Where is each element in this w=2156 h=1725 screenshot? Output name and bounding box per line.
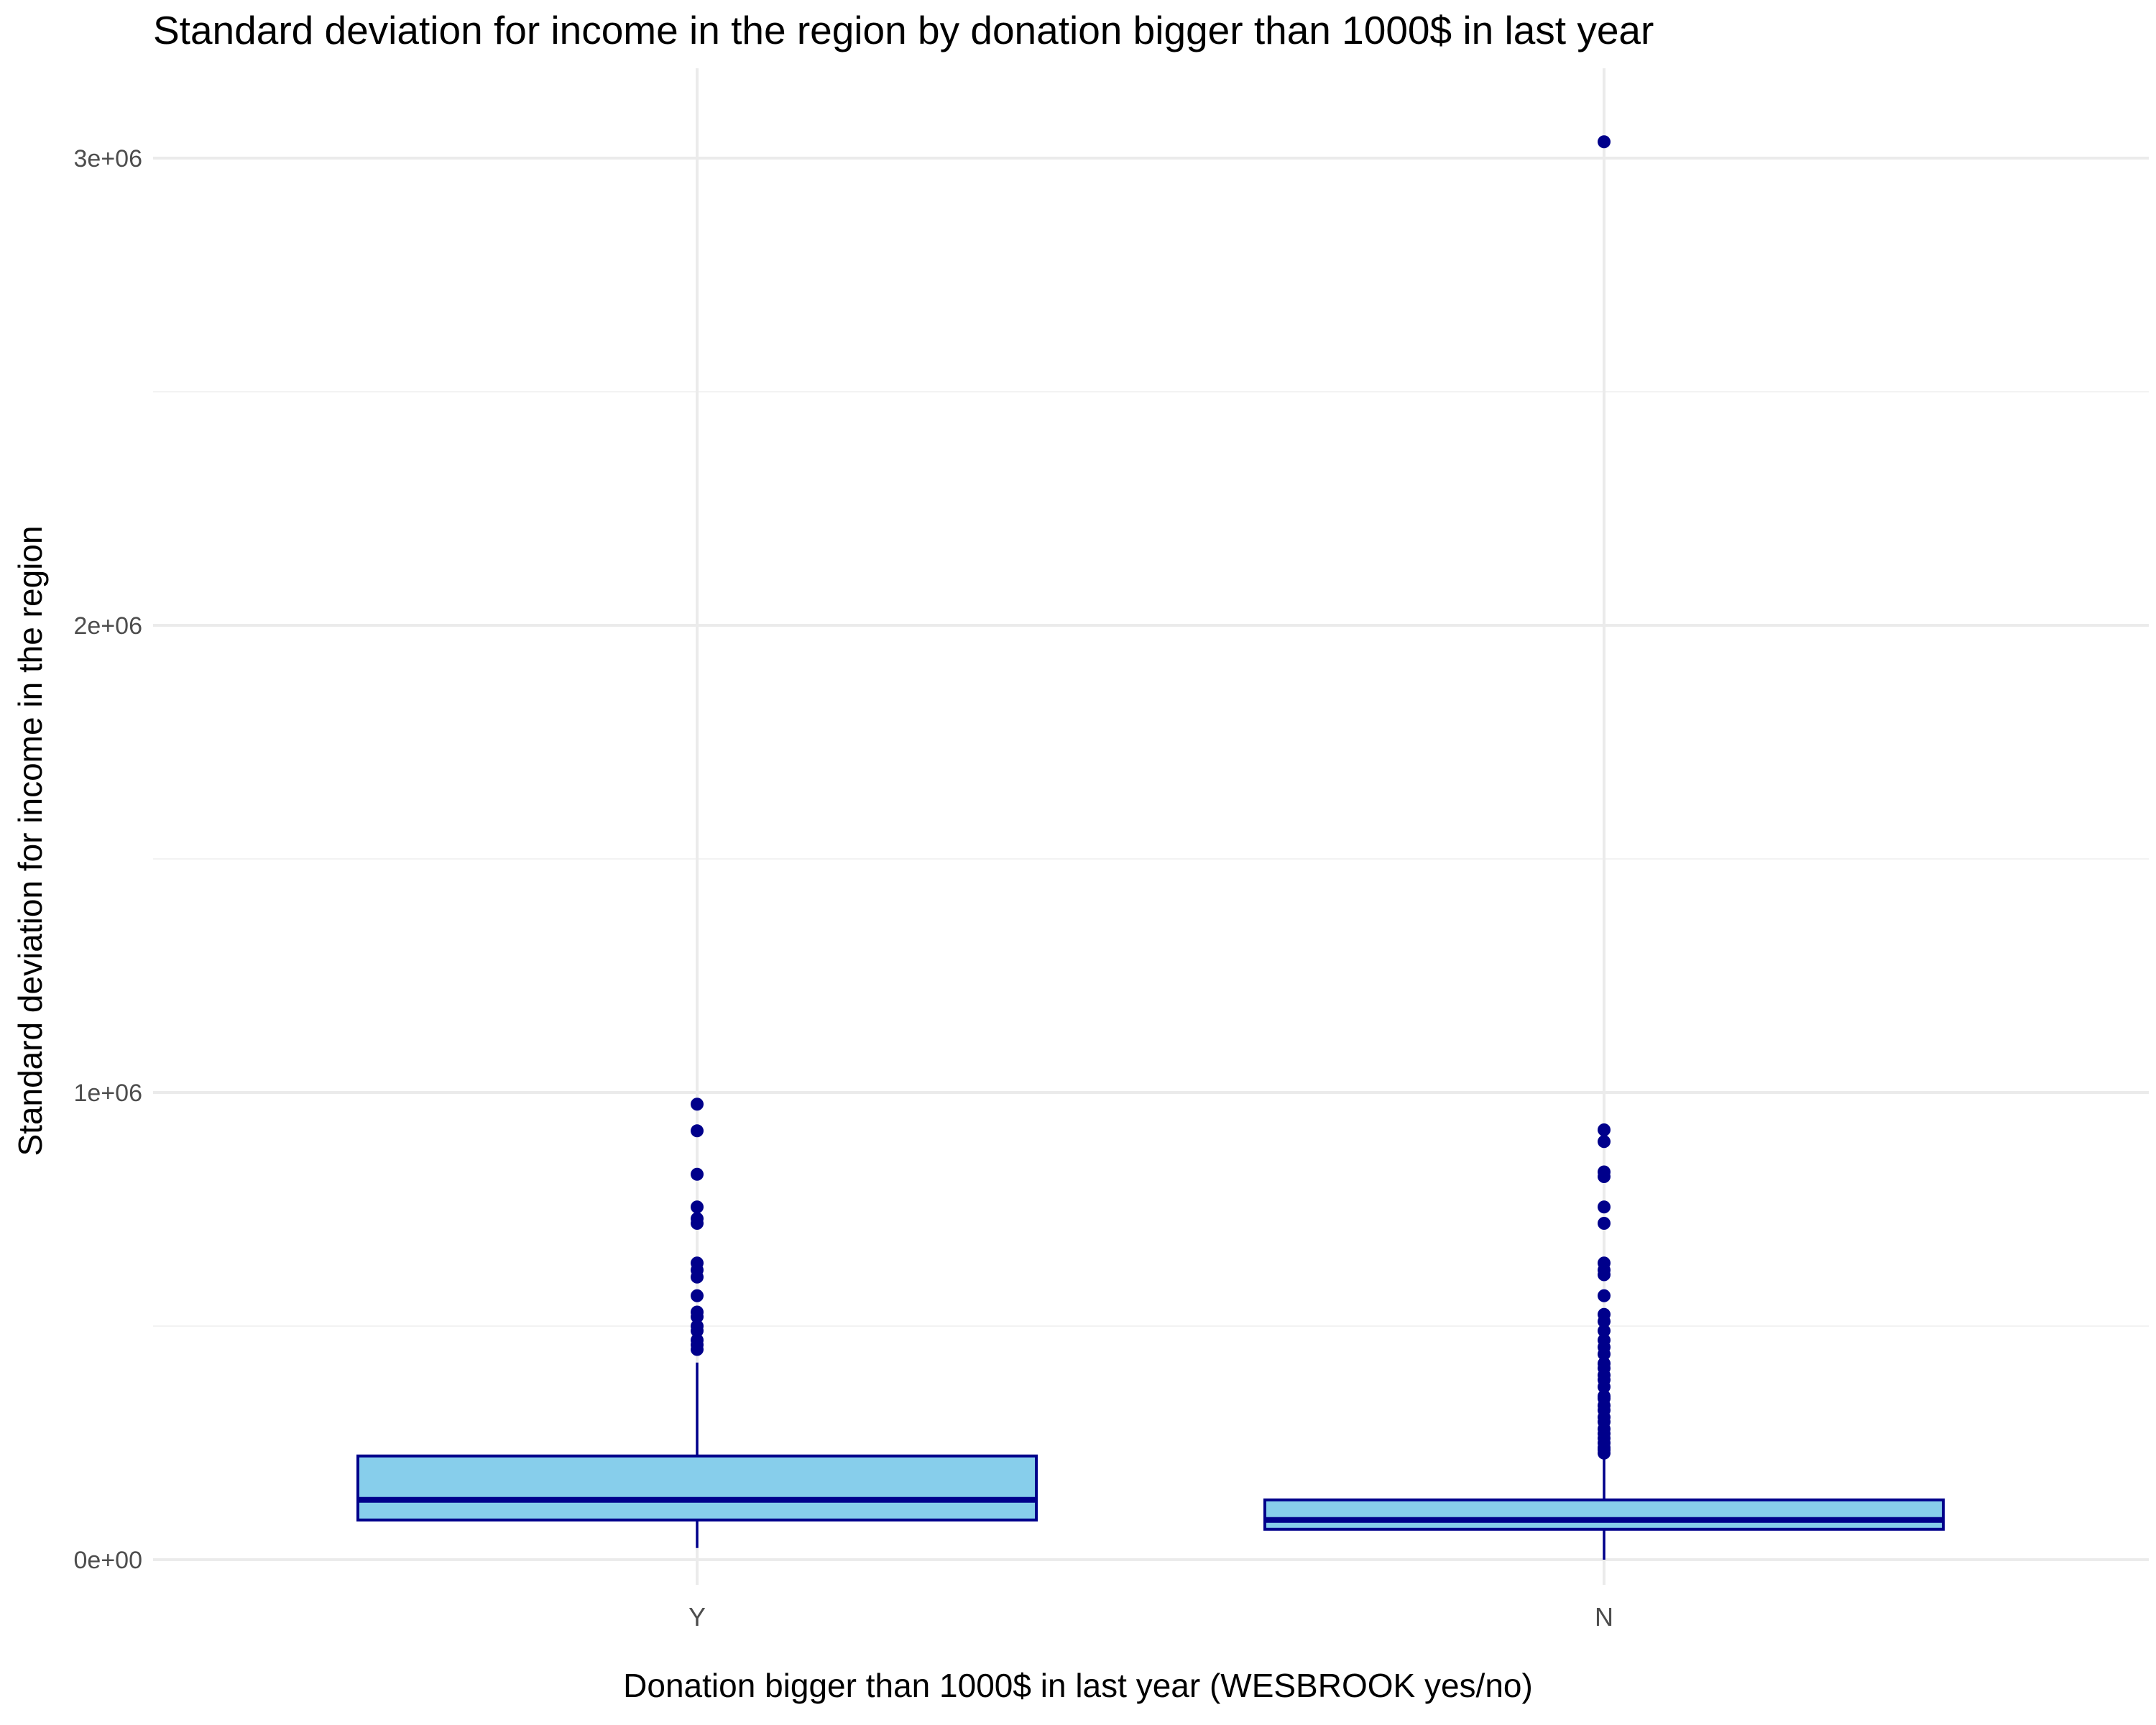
outlier-point [691, 1289, 704, 1302]
outlier-point [1598, 1268, 1611, 1282]
x-tick-label: Y [688, 1602, 706, 1632]
outlier-point [1598, 1446, 1611, 1460]
box-group-Y [356, 1098, 1038, 1548]
outlier-point [691, 1324, 704, 1338]
outlier-point [1598, 1348, 1611, 1361]
box-group-N [1263, 135, 1945, 1560]
y-tick-label: 3e+06 [74, 145, 143, 172]
box-body [1263, 1498, 1945, 1531]
outlier-point [1598, 1217, 1611, 1230]
x-axis-title: Donation bigger than 1000$ in last year … [623, 1667, 1533, 1704]
outlier-point [691, 1270, 704, 1284]
outlier-point [691, 1098, 704, 1111]
outlier-point [1598, 1123, 1611, 1136]
outlier-point [691, 1200, 704, 1214]
outlier-point [691, 1343, 704, 1356]
outlier-point [691, 1310, 704, 1323]
outlier-point [1598, 1324, 1611, 1338]
chart-title: Standard deviation for income in the reg… [153, 8, 1654, 52]
y-tick-label: 1e+06 [74, 1080, 143, 1107]
outlier-point [691, 1217, 704, 1230]
outlier-point [1598, 1200, 1611, 1214]
outlier-point [1598, 1170, 1611, 1183]
y-tick-label: 0e+00 [74, 1547, 143, 1574]
grid [153, 68, 2149, 1585]
boxes [356, 135, 1945, 1560]
axes: 0e+00 1e+06 2e+06 3e+06 Y N [74, 145, 1614, 1632]
box-body [356, 1454, 1038, 1522]
outlier-point [1598, 135, 1611, 149]
x-tick-label: N [1595, 1602, 1613, 1632]
outlier-point [1598, 1315, 1611, 1328]
outlier-point [691, 1124, 704, 1138]
outlier-point [1598, 1289, 1611, 1302]
outlier-point [1598, 1380, 1611, 1394]
outlier-point [1598, 1135, 1611, 1149]
y-tick-label: 2e+06 [74, 612, 143, 640]
outlier-point [691, 1167, 704, 1181]
